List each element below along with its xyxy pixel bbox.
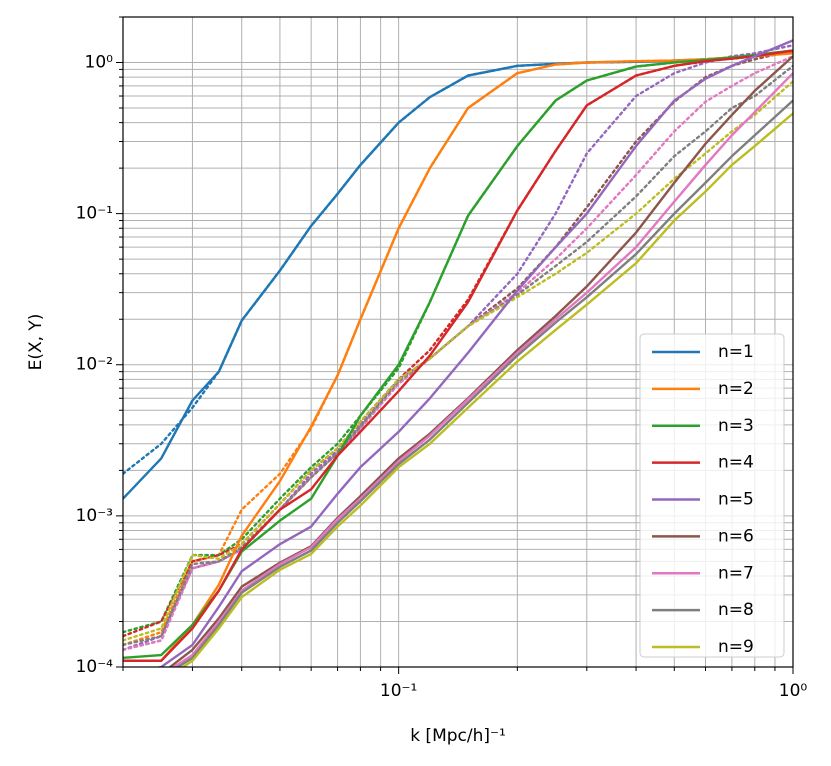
legend-label: n=9	[718, 637, 754, 657]
y-axis-label: E(X, Y)	[26, 314, 46, 371]
legend: n=1 n=2 n=3 n=4 n=5 n=6 n=7 n=8 n=9	[639, 333, 785, 658]
y-tick-label: 10⁻²	[76, 355, 113, 375]
dotted-line	[123, 80, 793, 642]
x-tick-label: 10⁻¹	[380, 681, 417, 701]
line	[180, 112, 793, 667]
legend-label: n=1	[718, 342, 754, 362]
legend-label: n=2	[718, 379, 754, 399]
y-tick-label: 10⁻⁴	[76, 657, 114, 677]
line	[171, 72, 793, 667]
legend-label: n=4	[718, 453, 754, 473]
legend-box	[639, 333, 785, 658]
legend-label: n=8	[718, 600, 754, 620]
x-axis-label: k [Mpc/h]⁻¹	[410, 726, 506, 746]
line	[168, 55, 793, 667]
line	[123, 49, 793, 662]
y-tick-label: 10⁻¹	[76, 204, 113, 224]
legend-label: n=3	[718, 416, 754, 436]
x-tick-label: 10⁰	[779, 681, 808, 701]
line	[154, 39, 793, 667]
legend-label: n=6	[718, 526, 754, 546]
plot-frame	[122, 16, 794, 668]
line	[175, 99, 793, 667]
y-tick-label: 10⁰	[85, 52, 114, 72]
legend-label: n=5	[718, 490, 754, 510]
legend-label: n=7	[718, 563, 754, 583]
plot-lines	[123, 39, 793, 667]
y-tick-label: 10⁻³	[76, 506, 113, 526]
